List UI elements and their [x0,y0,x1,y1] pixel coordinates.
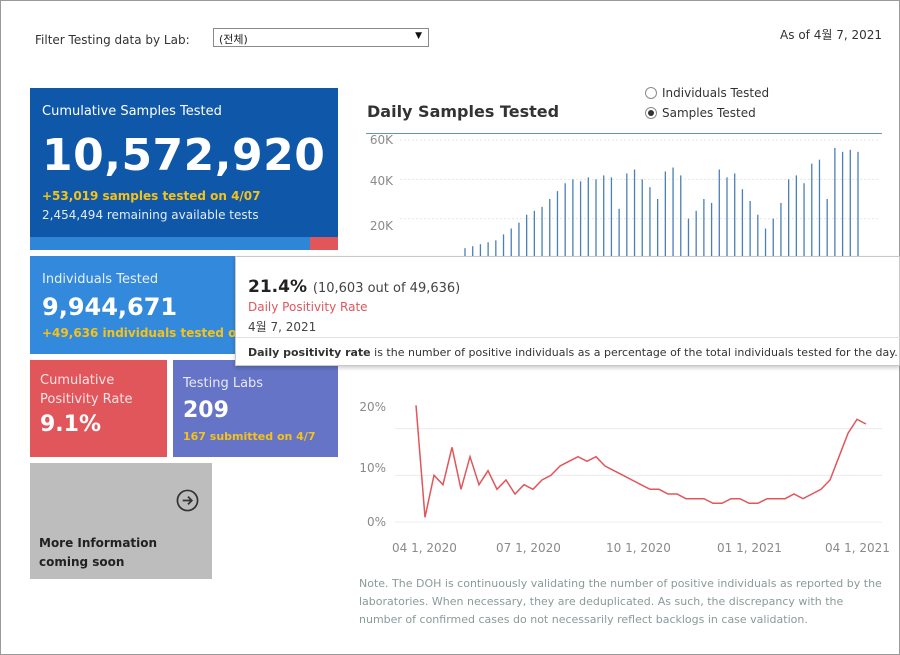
line-x-tick: 07 1, 2020 [496,541,561,555]
bar-y-tick: 20K [369,219,393,233]
daily-individuals-text: +49,636 individuals tested on 4/07 [42,326,279,340]
lab-filter-dropdown[interactable]: (전체) ▼ [213,28,429,47]
line-x-tick: 01 1, 2021 [717,541,782,555]
remaining-tests-text: 2,454,494 remaining available tests [42,208,259,222]
tooltip-percent: 21.4% [248,277,307,297]
radio-individuals-tested[interactable]: Individuals Tested [645,86,769,100]
radio-label: Individuals Tested [662,86,770,100]
more-information-card[interactable]: More Information coming soon [30,463,212,579]
card-title-line1: Cumulative [40,373,115,388]
tooltip-date: 4월 7, 2021 [248,320,317,334]
tests-progress-bar [30,237,338,250]
positivity-line [415,405,867,518]
daily-samples-text: +53,019 samples tested on 4/07 [42,189,261,203]
line-y-tick: 10% [359,461,386,475]
bar-y-tick: 40K [369,174,393,188]
radio-button-selected-icon[interactable] [645,107,657,119]
tooltip-desc-bold: Daily positivity rate [248,346,371,359]
positivity-rate-value: 9.1% [40,412,102,437]
testing-labs-value: 209 [183,398,229,423]
radio-button-icon[interactable] [645,87,657,99]
line-x-tick: 04 1, 2020 [392,541,457,555]
lab-filter-value: (전체) [219,33,248,46]
testing-labs-card: Testing Labs 209 167 submitted on 4/7 [173,360,338,457]
card-title-line2: Positivity Rate [40,392,133,407]
positivity-rate-card: Cumulative Positivity Rate 9.1% [30,360,167,457]
filter-label: Filter Testing data by Lab: [35,33,190,47]
cumulative-samples-card: Cumulative Samples Tested 10,572,920 +53… [30,88,338,250]
card-title: Testing Labs [183,376,264,391]
validation-note: Note. The DOH is continuously validating… [359,577,882,626]
line-y-tick: 20% [359,400,386,414]
more-information-text: More Information coming soon [39,534,157,572]
tests-progress-remaining [310,237,338,250]
labs-submitted-text: 167 submitted on 4/7 [183,430,316,443]
line-x-tick: 10 1, 2020 [606,541,671,555]
as-of-date: As of 4월 7, 2021 [780,28,882,42]
radio-label: Samples Tested [662,106,756,120]
line-x-tick: 04 1, 2021 [825,541,890,555]
more-info-line1: More Information [39,536,158,550]
tooltip-desc-rest: is the number of positive individuals as… [370,346,898,359]
individuals-tested-value: 9,944,671 [42,293,178,321]
bar-y-tick: 60K [369,133,393,147]
tooltip-headline: 21.4% (10,603 out of 49,636) [248,277,460,297]
card-title: Cumulative Samples Tested [42,104,222,119]
line-y-tick: 0% [366,515,386,529]
cumulative-samples-value: 10,572,920 [42,130,326,181]
tooltip-label: Daily Positivity Rate [248,300,368,314]
chart-title: Daily Samples Tested [367,102,560,121]
tooltip-description: Daily positivity rate is the number of p… [236,337,900,366]
chart-divider [366,133,882,134]
positivity-tooltip: 21.4% (10,603 out of 49,636) Daily Posit… [235,256,900,366]
more-info-line2: coming soon [39,555,125,569]
tooltip-detail: (10,603 out of 49,636) [312,281,461,296]
radio-samples-tested[interactable]: Samples Tested [645,106,756,120]
card-title: Individuals Tested [42,272,159,287]
chevron-down-icon[interactable]: ▼ [415,31,422,41]
card-title: Cumulative Positivity Rate [40,371,132,409]
arrow-right-circle-icon[interactable] [176,489,199,512]
